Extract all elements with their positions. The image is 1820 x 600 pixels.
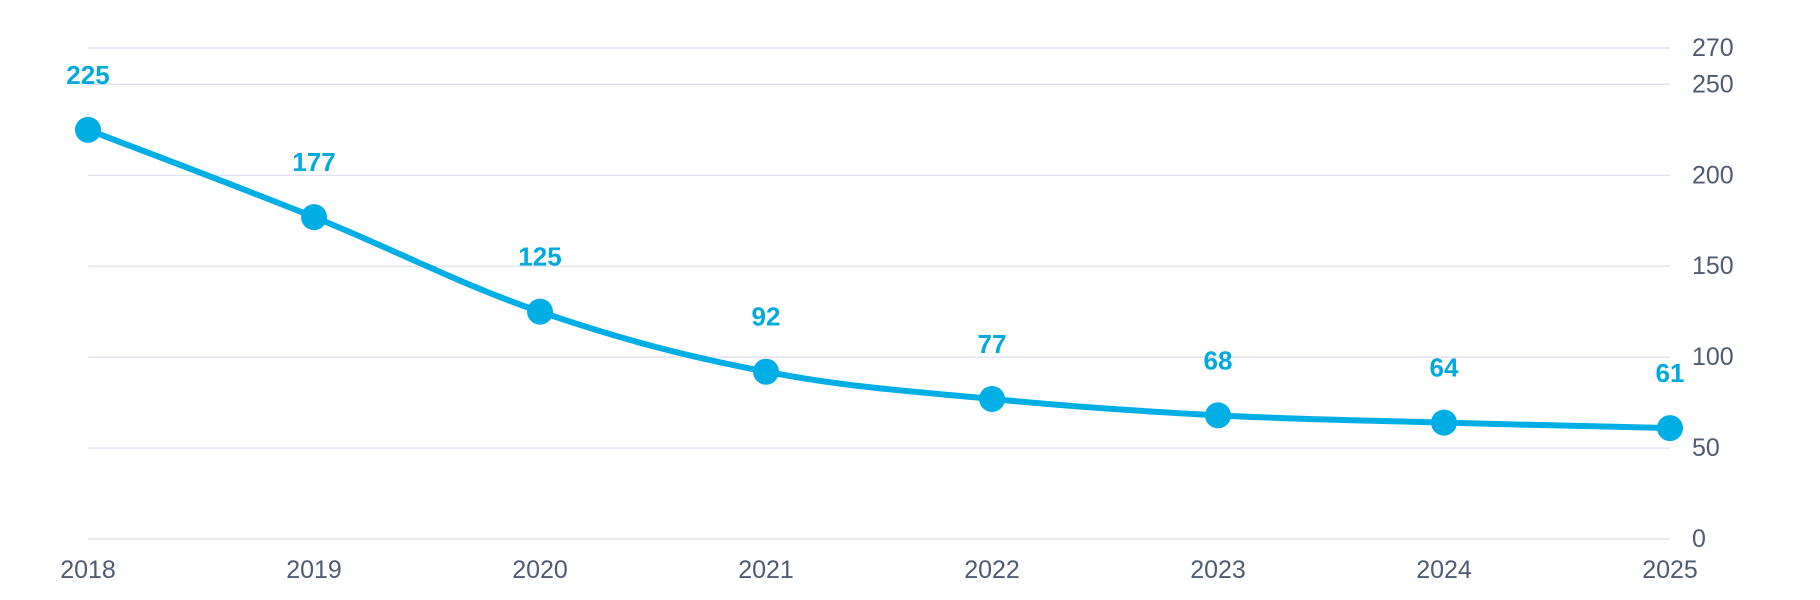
data-label: 225	[66, 60, 109, 90]
data-point[interactable]	[75, 116, 101, 143]
x-tick-label: 2020	[512, 556, 568, 584]
x-tick-label: 2022	[964, 556, 1020, 584]
series-path	[85, 126, 1673, 432]
data-label: 64	[1430, 353, 1459, 383]
data-point[interactable]	[1431, 409, 1457, 436]
data-point[interactable]	[1205, 402, 1231, 429]
data-label: 92	[752, 302, 781, 332]
x-tick-label: 2019	[286, 556, 342, 584]
data-label: 125	[518, 242, 561, 272]
y-tick-label: 200	[1692, 161, 1734, 189]
data-label: 177	[292, 147, 335, 177]
data-points	[75, 116, 1683, 442]
y-tick-label: 250	[1692, 70, 1734, 98]
x-tick-label: 2025	[1642, 556, 1698, 584]
data-point[interactable]	[527, 298, 553, 325]
y-tick-label: 100	[1692, 343, 1734, 371]
gridlines	[88, 47, 1670, 540]
data-point[interactable]	[1657, 415, 1683, 442]
data-label: 61	[1656, 358, 1685, 388]
x-tick-label: 2018	[60, 556, 116, 584]
x-axis: 2018 2019 2020 2021 2022 2023 2024 2025	[60, 556, 1698, 584]
data-point[interactable]	[301, 204, 327, 231]
data-point[interactable]	[979, 385, 1005, 412]
x-tick-label: 2021	[738, 556, 794, 584]
x-tick-label: 2024	[1416, 556, 1472, 584]
y-tick-label: 0	[1692, 525, 1706, 553]
x-tick-label: 2023	[1190, 556, 1246, 584]
y-tick-label: 50	[1692, 434, 1720, 462]
data-labels: 225 177 125 92 77 68 64 61	[66, 60, 1684, 388]
y-tick-label: 150	[1692, 252, 1734, 280]
y-axis: 0 50 100 150 200 250 270	[1692, 34, 1734, 553]
data-label: 77	[978, 329, 1007, 359]
data-label: 68	[1204, 345, 1233, 375]
data-point[interactable]	[753, 358, 779, 385]
y-tick-label: 270	[1692, 34, 1734, 62]
series-line	[85, 126, 1673, 432]
